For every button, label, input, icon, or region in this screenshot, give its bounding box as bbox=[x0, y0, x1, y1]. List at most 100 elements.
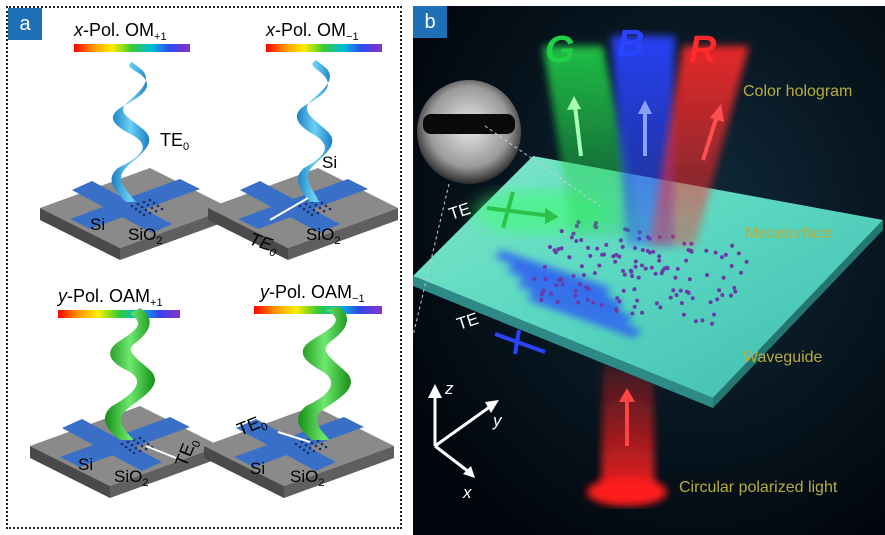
subpanel-4-arrow bbox=[277, 431, 311, 443]
plate-edge-front bbox=[413, 276, 713, 408]
nanoparticle bbox=[674, 293, 679, 297]
panel-b: b bbox=[413, 6, 885, 535]
subpanel-1-helix bbox=[111, 62, 150, 202]
nanoparticle bbox=[541, 288, 546, 293]
sunglasses-icon bbox=[423, 114, 515, 134]
green-arrow-head bbox=[567, 96, 581, 110]
nanoparticle bbox=[532, 276, 537, 281]
axis-y-head bbox=[485, 400, 499, 413]
subpanel-2-colorbar bbox=[266, 44, 382, 52]
nanoparticle bbox=[621, 268, 625, 273]
nanoparticle bbox=[581, 273, 586, 278]
blue-arrow-head bbox=[638, 100, 652, 114]
nanoparticle bbox=[613, 259, 618, 264]
te-top-arrow-head bbox=[545, 208, 559, 224]
nanoparticle bbox=[588, 253, 593, 258]
nanoparticle bbox=[632, 304, 637, 309]
nanoparticle bbox=[592, 271, 597, 276]
nanoparticle bbox=[690, 296, 695, 301]
label-waveguide: Waveguide bbox=[743, 349, 823, 366]
nanoparticle bbox=[560, 282, 565, 287]
te-top-pol bbox=[501, 191, 515, 229]
nanoparticle bbox=[729, 293, 733, 298]
subpanel-1-rest: -Pol. OM bbox=[83, 20, 154, 40]
sightline-2 bbox=[413, 183, 450, 337]
axis-x-label: x bbox=[462, 483, 472, 502]
incoming-arrow-head bbox=[619, 388, 635, 402]
subpanel-3-colorbar bbox=[58, 310, 180, 318]
nanoparticle bbox=[559, 246, 564, 251]
green-arrow bbox=[573, 105, 583, 157]
letter-b: B bbox=[617, 23, 644, 65]
nanoparticle bbox=[632, 287, 637, 292]
nanoparticle bbox=[636, 275, 641, 280]
nanoparticle bbox=[723, 252, 728, 257]
nanoparticle bbox=[571, 274, 576, 279]
subpanel-2-si: Si bbox=[322, 153, 337, 172]
red-arrow-head bbox=[710, 104, 724, 122]
nanoparticle bbox=[689, 249, 694, 254]
nanoparticle bbox=[713, 250, 718, 255]
nanoparticle bbox=[591, 300, 596, 305]
nanoparticle bbox=[615, 296, 620, 301]
nanoparticle bbox=[681, 312, 686, 317]
te-bottom-pol bbox=[513, 329, 521, 355]
nanoparticle bbox=[586, 245, 591, 250]
nanoparticle bbox=[643, 266, 648, 271]
nanoparticle bbox=[712, 312, 716, 317]
nanoparticle bbox=[599, 303, 604, 308]
nanoparticle bbox=[668, 295, 673, 300]
panel-a-figure: x-Pol. OM+1 TE0 Si SiO2 x-Pol. OM−1 TE0 … bbox=[30, 20, 398, 498]
nanoparticle bbox=[622, 272, 627, 277]
nanoparticle bbox=[539, 297, 544, 302]
axis-y-label: y bbox=[492, 411, 503, 430]
nanoparticle bbox=[549, 291, 554, 296]
nanoparticle bbox=[708, 300, 713, 305]
label-color-hologram: Color hologram bbox=[743, 83, 852, 100]
subpanel-3-sio2: SiO2 bbox=[114, 467, 148, 489]
subpanel-1-chip bbox=[40, 168, 230, 260]
red-arrow bbox=[701, 115, 719, 161]
nanoparticle bbox=[630, 311, 635, 316]
subpanel-1-arrow bbox=[141, 149, 157, 165]
nanoparticle bbox=[573, 293, 578, 298]
nanoparticle bbox=[686, 248, 691, 253]
blue-waveguide-glow bbox=[495, 250, 641, 338]
nanoparticle bbox=[640, 310, 645, 315]
subpanel-2-helix bbox=[296, 60, 333, 202]
nanoparticle bbox=[653, 271, 658, 276]
nanoparticle bbox=[736, 251, 741, 256]
subpanel-4-title: y-Pol. OAM−1 bbox=[258, 282, 365, 305]
subpanel-1-pol: x bbox=[73, 20, 84, 40]
nanoparticle bbox=[569, 235, 574, 240]
subpanel-x-om-plus: x-Pol. OM+1 TE0 Si SiO2 bbox=[40, 20, 230, 260]
nanoparticle bbox=[679, 301, 684, 306]
subpanel-2-sio2: SiO2 bbox=[306, 225, 340, 247]
subpanel-1-colorbar bbox=[74, 44, 190, 52]
panel-b-badge: b bbox=[413, 6, 447, 38]
nanoparticle bbox=[559, 229, 564, 234]
nanoparticle bbox=[684, 289, 689, 294]
subpanel-1-title: x-Pol. OM+1 bbox=[73, 20, 167, 43]
nanoparticle bbox=[621, 288, 626, 293]
axis-z-head bbox=[428, 384, 442, 398]
subpanel-4-colorbar bbox=[254, 306, 382, 314]
nanoparticle bbox=[678, 288, 683, 293]
nanoparticle bbox=[729, 264, 734, 268]
subpanel-1-si: Si bbox=[90, 215, 105, 234]
nanoparticle bbox=[704, 248, 709, 253]
panel-a-badge: a bbox=[8, 8, 42, 40]
nanoparticle bbox=[700, 318, 705, 323]
label-circular-light: Circular polarized light bbox=[679, 479, 838, 496]
subpanel-4-helix bbox=[298, 306, 351, 440]
nanoparticle bbox=[651, 249, 656, 254]
nanoparticle bbox=[604, 242, 609, 247]
nanoparticle bbox=[556, 247, 561, 252]
subpanel-2-arrow bbox=[269, 197, 309, 221]
nanoparticle bbox=[684, 258, 689, 263]
subpanel-2-title: x-Pol. OM−1 bbox=[265, 20, 359, 43]
subpanel-4-sio2: SiO2 bbox=[290, 467, 324, 489]
letter-r: R bbox=[689, 29, 717, 71]
subpanel-y-oam-plus: y-Pol. OAM+1 TE0 Si SiO2 bbox=[30, 286, 220, 498]
panel-b-figure: G B R TE TE Color hologram Metasurface W… bbox=[413, 6, 885, 535]
